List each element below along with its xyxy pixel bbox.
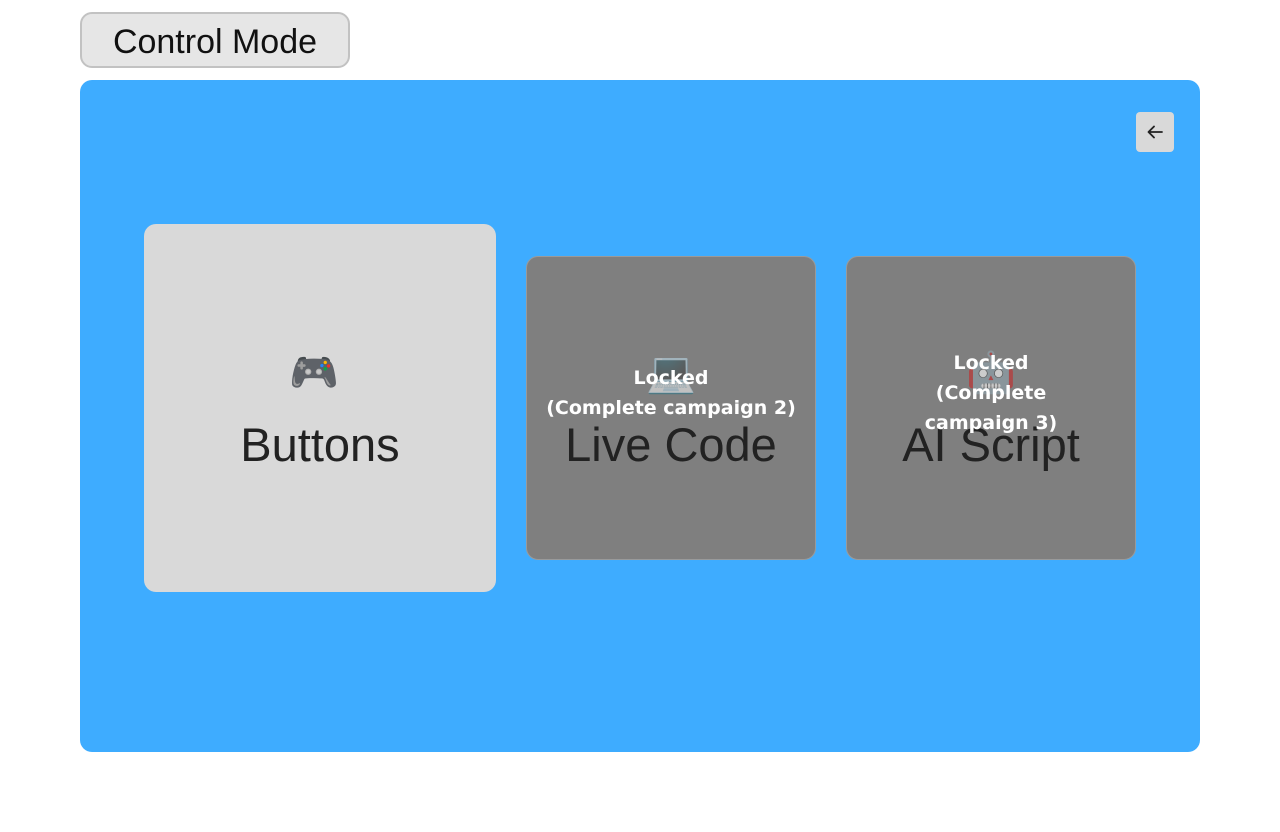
control-mode-button[interactable]: Control Mode	[80, 12, 350, 68]
lock-title: Locked	[953, 352, 1029, 374]
card-icon: 🤖	[966, 350, 1016, 396]
mode-card-locked: 🤖 AI Script Locked (Complete campaign 3)	[846, 256, 1136, 560]
lock-overlay: Locked (Complete campaign 3)	[886, 348, 1096, 438]
lock-overlay: Locked (Complete campaign 2)	[546, 363, 796, 423]
back-button[interactable]	[1136, 112, 1174, 152]
card-label: Live Code	[565, 418, 777, 471]
lock-title: Locked	[633, 367, 709, 389]
lock-hint: (Complete campaign 2)	[546, 397, 796, 419]
card-icon: 🎮	[289, 350, 339, 396]
mode-panel: 🎮 Buttons 💻 Live Code Locked (Complete c…	[80, 80, 1200, 752]
mode-card-locked: 💻 Live Code Locked (Complete campaign 2)	[526, 256, 816, 560]
lock-hint: (Complete campaign 3)	[924, 382, 1058, 434]
mode-card[interactable]: 🎮 Buttons	[144, 224, 496, 592]
card-label: Buttons	[240, 418, 400, 471]
card-icon: 💻	[646, 350, 696, 396]
card-label: AI Script	[902, 418, 1080, 471]
back-arrow-icon	[1147, 125, 1163, 139]
